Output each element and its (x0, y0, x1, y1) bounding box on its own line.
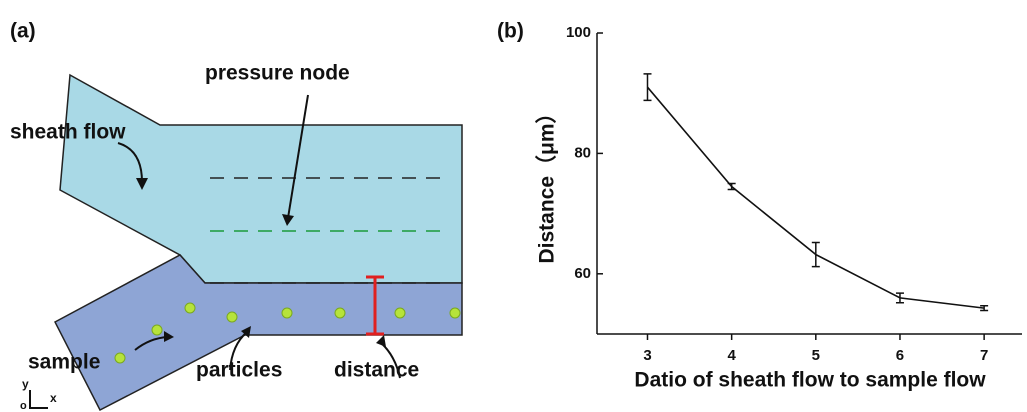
panel-label: (b) (497, 20, 524, 43)
panel-label: (a) (10, 20, 36, 43)
y-tick-label: 80 (574, 144, 591, 161)
x-axis-label: Datio of sheath flow to sample flow (634, 369, 986, 392)
x-tick-label: 5 (812, 347, 820, 364)
sheath-channel (59, 73, 463, 284)
error-bar (811, 241, 820, 268)
line-chart: (b) Datio of sheath flow to sample flow … (497, 20, 1022, 392)
x-tick-label: 6 (896, 347, 904, 364)
particles-label: particles (196, 359, 282, 382)
error-bar (980, 304, 989, 312)
arrows (29, 94, 401, 409)
error-bar (895, 292, 904, 304)
axis-x-label: x (50, 391, 57, 405)
sample-channel (53, 254, 463, 412)
y-axis-label: Distance（μm） (535, 102, 559, 263)
channel-diagram: (a) sheath flow pressure node sample par… (10, 20, 463, 412)
x-tick-label: 3 (643, 347, 651, 364)
error-bar (643, 73, 652, 102)
y-tick-label: 100 (566, 24, 591, 41)
error-bar (727, 182, 736, 191)
x-tick-label: 4 (727, 347, 736, 364)
pressure-node-label: pressure node (205, 62, 350, 85)
arrow-heads (136, 178, 386, 347)
distance-label: distance (334, 359, 419, 382)
origin-label: o (20, 400, 27, 412)
sample-label: sample (28, 351, 100, 374)
x-tick-label: 7 (980, 347, 988, 364)
distance-bar (366, 275, 384, 336)
axis-y-label: y (22, 377, 29, 391)
y-tick-label: 60 (574, 265, 591, 282)
particles (114, 302, 461, 364)
data-line (646, 86, 985, 309)
sheath-flow-label: sheath flow (10, 121, 126, 144)
